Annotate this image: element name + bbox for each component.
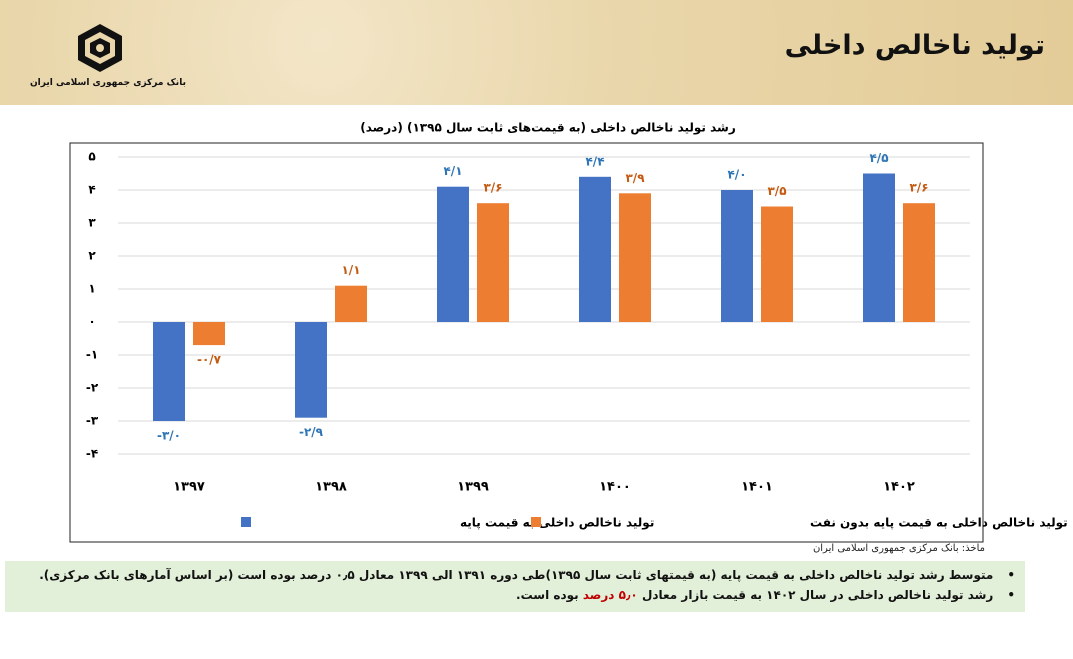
value-label: ۴/۰ bbox=[727, 168, 746, 182]
y-tick-label: ۵ bbox=[88, 150, 95, 164]
y-tick-label: -۴ bbox=[86, 447, 98, 461]
legend-swatch bbox=[531, 517, 541, 527]
value-label: ۱/۱ bbox=[341, 263, 360, 277]
value-label: ۳/۵ bbox=[767, 184, 786, 198]
bar bbox=[437, 186, 469, 322]
chart: رشد تولید ناخالص داخلی (به قیمت‌های ثابت… bbox=[69, 121, 1068, 543]
value-label: ۴/۱ bbox=[443, 164, 462, 178]
header-banner: بانک مرکزی جمهوری اسلامی ایران تولید ناخ… bbox=[0, 0, 1073, 105]
value-label: ۴/۵ bbox=[869, 151, 888, 165]
bar bbox=[477, 203, 509, 322]
x-tick-label: ۱۳۹۹ bbox=[457, 480, 489, 495]
value-label: ۳/۹ bbox=[625, 171, 645, 185]
x-tick-label: ۱۳۹۸ bbox=[315, 480, 347, 495]
source: ماخذ: بانک مرکزی جمهوری اسلامی ایران bbox=[812, 543, 985, 554]
y-tick-label: -۱ bbox=[86, 348, 98, 362]
bar bbox=[295, 322, 327, 418]
y-tick-label: ۳ bbox=[88, 216, 96, 230]
page-title: تولید ناخالص داخلی bbox=[784, 30, 1045, 61]
y-tick-label: ۱ bbox=[88, 282, 95, 296]
bar bbox=[863, 173, 895, 322]
bar bbox=[619, 193, 651, 322]
value-label: -۳/۰ bbox=[157, 429, 181, 443]
legend-label: تولید ناخالص داخلی به قیمت پایه bbox=[460, 516, 654, 531]
y-tick-label: ۲ bbox=[88, 249, 96, 263]
bar bbox=[721, 190, 753, 322]
logo bbox=[78, 24, 122, 72]
note-highlight: ۵٫۰ درصد bbox=[582, 588, 638, 602]
bar bbox=[579, 176, 611, 322]
y-tick-label: -۲ bbox=[86, 381, 99, 395]
x-tick-label: ۱۴۰۰ bbox=[599, 480, 631, 495]
value-label: ۳/۶ bbox=[483, 181, 502, 195]
bar bbox=[335, 285, 367, 322]
value-label: -۰/۷ bbox=[197, 353, 222, 367]
bar bbox=[903, 203, 935, 322]
y-tick-label: ۴ bbox=[88, 183, 95, 197]
logo-text: بانک مرکزی جمهوری اسلامی ایران bbox=[30, 78, 186, 88]
chart-title: رشد تولید ناخالص داخلی (به قیمت‌های ثابت… bbox=[360, 121, 736, 136]
value-label: -۲/۹ bbox=[299, 425, 324, 439]
value-label: ۳/۶ bbox=[909, 181, 928, 195]
bar bbox=[193, 322, 225, 346]
note-text: بوده است. bbox=[516, 588, 579, 602]
note-text: متوسط رشد تولید ناخالص داخلی به قیمت پای… bbox=[39, 568, 994, 582]
x-tick-label: ۱۴۰۱ bbox=[741, 480, 773, 495]
chart-frame bbox=[69, 142, 984, 543]
legend-swatch bbox=[241, 517, 251, 527]
note: رشد تولید ناخالص داخلی در سال ۱۴۰۲ به قی… bbox=[5, 585, 1015, 605]
bar bbox=[761, 206, 793, 322]
note: متوسط رشد تولید ناخالص داخلی به قیمت پای… bbox=[5, 565, 1015, 585]
x-tick-label: ۱۳۹۷ bbox=[173, 480, 205, 495]
bar bbox=[153, 322, 185, 421]
x-tick-label: ۱۴۰۲ bbox=[883, 480, 915, 495]
note-text: رشد تولید ناخالص داخلی در سال ۱۴۰۲ به قی… bbox=[641, 588, 994, 602]
legend-label: تولید ناخالص داخلی به قیمت پایه بدون نفت bbox=[810, 516, 1068, 531]
value-label: ۴/۴ bbox=[585, 154, 604, 168]
notes-box: متوسط رشد تولید ناخالص داخلی به قیمت پای… bbox=[5, 561, 1025, 612]
y-tick-label: -۳ bbox=[86, 414, 99, 428]
y-tick-label: ۰ bbox=[88, 315, 95, 329]
